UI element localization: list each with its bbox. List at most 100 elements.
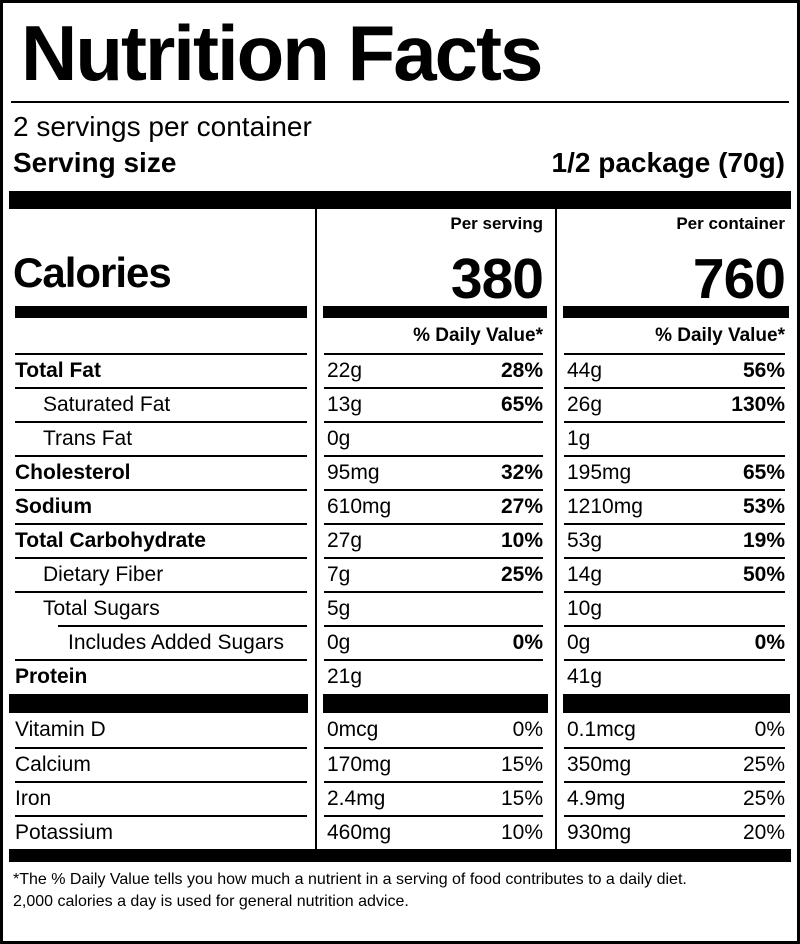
dietary-fiber-serving-cell: 7g 25% [315, 557, 555, 592]
added-sugars-serving-amount: 0g [327, 631, 351, 655]
protein-name: Protein [15, 665, 88, 689]
sodium-container-dv: 53% [742, 495, 785, 519]
sodium-container-amount: 1210mg [567, 495, 643, 519]
trans-fat-container-amount: 1g [567, 427, 591, 451]
sodium-container-cell: 1210mg 53% [555, 489, 797, 524]
total-fat-name: Total Fat [15, 359, 101, 383]
medium-bar-left [3, 305, 315, 318]
medium-bar-serving [315, 305, 555, 319]
calcium-serving-amount: 170mg [327, 753, 392, 777]
protein-serving-cell: 21g [315, 659, 555, 694]
calories-per-container-value: 760 [692, 246, 786, 306]
per-serving-header: Per serving [450, 214, 543, 234]
saturated-fat-container-dv: 130% [731, 393, 785, 417]
thick-separator-bar-top [9, 191, 791, 210]
iron-serving-amount: 2.4mg [327, 787, 386, 811]
saturated-fat-name-cell: Saturated Fat [3, 387, 315, 421]
potassium-container-cell: 930mg 20% [555, 815, 797, 850]
vitamin-d-serving-dv: 0% [512, 718, 543, 742]
vitamin-d-container-cell: 0.1mcg 0% [555, 713, 797, 748]
calcium-serving-dv: 15% [500, 753, 543, 777]
calcium-name: Calcium [15, 753, 91, 777]
potassium-container-dv: 20% [742, 821, 785, 845]
vitamin-d-serving-amount: 0mcg [327, 718, 379, 742]
footnote-line2: 2,000 calories a day is used for general… [13, 892, 409, 910]
dv-header-spacer [3, 318, 315, 353]
total-sugars-serving-amount: 5g [327, 597, 351, 621]
trans-fat-serving-cell: 0g [315, 421, 555, 456]
added-sugars-serving-dv: 0% [512, 631, 543, 655]
calcium-container-dv: 25% [742, 753, 785, 777]
total-sugars-serving-cell: 5g [315, 591, 555, 626]
nutrition-table: Calories Per serving 380 Per container 7… [3, 209, 797, 850]
iron-serving-dv: 15% [500, 787, 543, 811]
total-fat-serving-cell: 22g 28% [315, 353, 555, 388]
label-title: Nutrition Facts [21, 9, 543, 97]
serving-size-label: Serving size [13, 147, 177, 179]
sodium-serving-dv: 27% [500, 495, 543, 519]
total-carbohydrate-serving-dv: 10% [500, 529, 543, 553]
cholesterol-container-amount: 195mg [567, 461, 632, 485]
cholesterol-serving-amount: 95mg [327, 461, 380, 485]
protein-name-cell: Protein [3, 659, 315, 693]
sodium-name-cell: Sodium [3, 489, 315, 523]
servings-per-container: 2 servings per container [13, 111, 312, 143]
calories-label: Calories [13, 249, 172, 297]
protein-container-cell: 41g [555, 659, 797, 694]
thick-bar-segment-serving [315, 693, 555, 714]
added-sugars-container-amount: 0g [567, 631, 591, 655]
trans-fat-name: Trans Fat [43, 427, 133, 451]
total-fat-container-cell: 44g 56% [555, 353, 797, 388]
thick-bar-segment-left [3, 693, 315, 713]
cholesterol-name: Cholesterol [15, 461, 131, 485]
dv-header-serving-text: % Daily Value* [413, 324, 543, 346]
calories-per-serving-value: 380 [450, 246, 544, 306]
total-fat-name-cell: Total Fat [3, 353, 315, 387]
added-sugars-name: Includes Added Sugars [68, 631, 284, 655]
protein-container-amount: 41g [567, 665, 603, 689]
dietary-fiber-serving-dv: 25% [500, 563, 543, 587]
serving-size-value: 1/2 package (70g) [551, 147, 785, 179]
dietary-fiber-name: Dietary Fiber [43, 563, 164, 587]
total-sugars-container-amount: 10g [567, 597, 603, 621]
thick-separator-bar-bottom [9, 849, 791, 863]
saturated-fat-serving-dv: 65% [500, 393, 543, 417]
total-carbohydrate-serving-cell: 27g 10% [315, 523, 555, 558]
iron-container-dv: 25% [742, 787, 785, 811]
daily-value-footnote: *The % Daily Value tells you how much a … [3, 862, 797, 912]
total-sugars-name-cell: Total Sugars [3, 591, 315, 625]
total-sugars-name: Total Sugars [43, 597, 160, 621]
total-fat-serving-dv: 28% [500, 359, 543, 383]
total-carbohydrate-container-cell: 53g 19% [555, 523, 797, 558]
serving-size-row: Serving size 1/2 package (70g) [3, 143, 797, 191]
cholesterol-name-cell: Cholesterol [3, 455, 315, 489]
total-carbohydrate-name-cell: Total Carbohydrate [3, 523, 315, 557]
title-divider [11, 101, 789, 104]
iron-container-amount: 4.9mg [567, 787, 626, 811]
added-sugars-serving-cell: 0g 0% [315, 625, 555, 660]
protein-serving-amount: 21g [327, 665, 363, 689]
cholesterol-serving-cell: 95mg 32% [315, 455, 555, 490]
saturated-fat-serving-amount: 13g [327, 393, 363, 417]
thick-bar-segment-container [555, 693, 797, 714]
per-container-header: Per container [676, 214, 785, 234]
saturated-fat-container-cell: 26g 130% [555, 387, 797, 422]
iron-name: Iron [15, 787, 52, 811]
calcium-serving-cell: 170mg 15% [315, 747, 555, 782]
medium-bar-container [555, 305, 797, 319]
potassium-serving-amount: 460mg [327, 821, 392, 845]
potassium-name: Potassium [15, 821, 114, 845]
sodium-serving-amount: 610mg [327, 495, 392, 519]
total-carbohydrate-container-amount: 53g [567, 529, 603, 553]
calories-per-serving-cell: Per serving 380 [315, 209, 555, 306]
vitamin-d-name: Vitamin D [15, 718, 106, 742]
vitamin-d-container-amount: 0.1mcg [567, 718, 636, 742]
potassium-container-amount: 930mg [567, 821, 632, 845]
total-carbohydrate-container-dv: 19% [742, 529, 785, 553]
cholesterol-serving-dv: 32% [500, 461, 543, 485]
iron-serving-cell: 2.4mg 15% [315, 781, 555, 816]
total-sugars-container-cell: 10g [555, 591, 797, 626]
dv-header-container-text: % Daily Value* [655, 324, 785, 346]
calories-per-container-cell: Per container 760 [555, 209, 797, 306]
